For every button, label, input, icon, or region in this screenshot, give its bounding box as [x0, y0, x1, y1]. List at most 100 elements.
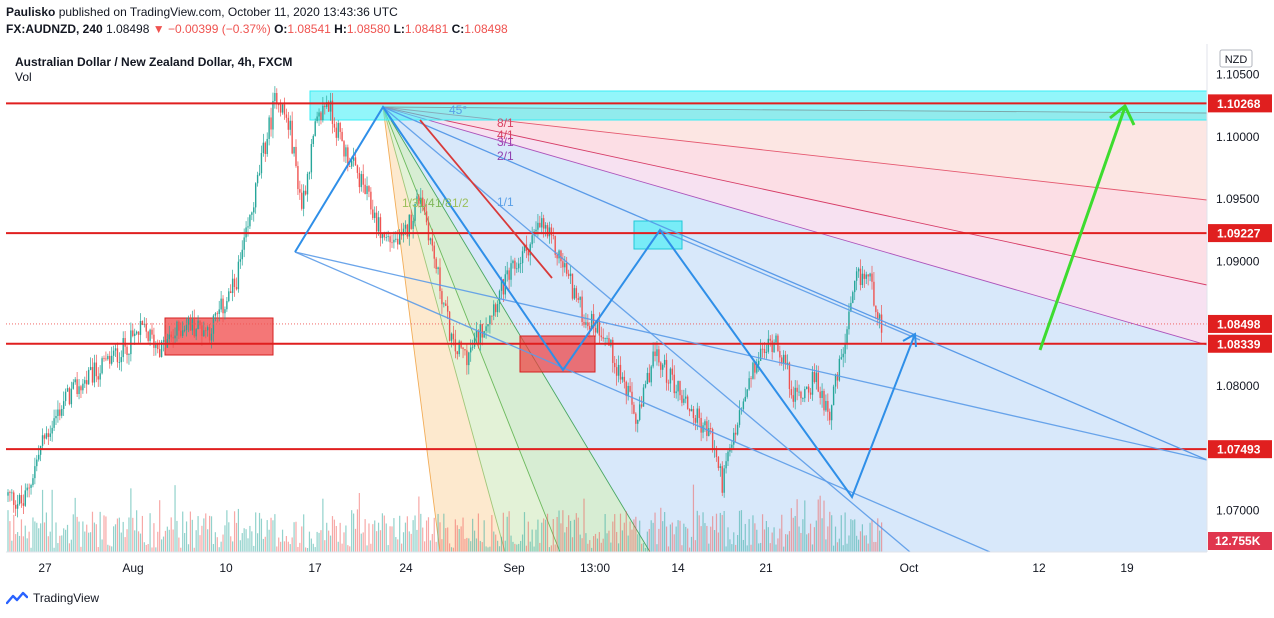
- candle-body: [769, 338, 771, 341]
- candle-body: [473, 337, 476, 347]
- volume-bar: [32, 517, 34, 552]
- zigzag-pattern[interactable]: [294, 105, 916, 500]
- volume-bar: [34, 521, 36, 552]
- candle-body: [147, 331, 149, 341]
- author-name[interactable]: Paulisko: [6, 5, 56, 19]
- volume-bar: [406, 516, 408, 552]
- projection-arrow[interactable]: [1038, 106, 1127, 351]
- candle-body: [51, 427, 53, 434]
- volume-bar: [84, 531, 86, 552]
- volume-bar: [723, 510, 725, 552]
- channel-line[interactable]: [294, 251, 991, 552]
- candle-body: [375, 212, 378, 232]
- tradingview-footer[interactable]: TradingView: [6, 591, 99, 605]
- volume-bar: [237, 508, 239, 552]
- volume-bar: [166, 526, 168, 552]
- volume-bar: [504, 540, 506, 552]
- volume-bar: [750, 544, 752, 552]
- price-axis[interactable]: [1207, 44, 1274, 552]
- volume-bar: [278, 537, 280, 552]
- volume-bar: [291, 537, 293, 552]
- volume-bar: [654, 512, 656, 552]
- y-tick-label: 1.10500: [1216, 67, 1260, 81]
- candle-body: [600, 335, 602, 338]
- candle-body: [727, 451, 729, 462]
- price-label-box[interactable]: [1208, 440, 1272, 459]
- volume-bar: [393, 518, 395, 552]
- candle-body: [372, 209, 374, 219]
- candle-body: [76, 379, 78, 395]
- volume-bar: [443, 513, 445, 552]
- volume-bar: [137, 531, 140, 552]
- volume-bar: [24, 525, 26, 552]
- volume-bar: [702, 512, 704, 552]
- price-label-box[interactable]: [1208, 224, 1272, 243]
- candle-body: [715, 448, 718, 457]
- volume-bar: [222, 534, 224, 552]
- volume-bar: [606, 533, 608, 552]
- volume-bar: [462, 517, 464, 552]
- candle-body: [612, 339, 614, 363]
- candle-body: [393, 239, 395, 243]
- candle-body: [629, 385, 631, 392]
- volume-bar: [124, 537, 126, 552]
- channel-line[interactable]: [659, 229, 921, 341]
- candle-body: [606, 338, 608, 339]
- candle-body: [274, 92, 276, 102]
- volume-bar: [545, 519, 547, 552]
- price-label-box[interactable]: [1208, 314, 1272, 333]
- volume-bar: [477, 513, 479, 552]
- volume-bar: [49, 531, 51, 552]
- volume-bar: [673, 534, 675, 552]
- gann-fan-zone: [383, 107, 1207, 552]
- candle-body: [30, 485, 32, 488]
- candle-body: [581, 296, 583, 322]
- candle-body: [855, 271, 858, 281]
- volume-bar: [335, 525, 337, 552]
- volume-bar: [690, 536, 693, 552]
- high-label: H:: [334, 22, 347, 36]
- currency-badge[interactable]: [1219, 49, 1253, 68]
- volume-bar: [593, 536, 595, 552]
- volume-bar: [193, 547, 195, 552]
- candle-body: [120, 357, 122, 363]
- price-label-box[interactable]: [1208, 334, 1272, 353]
- candle-body: [326, 102, 328, 108]
- volume-bar: [650, 520, 652, 552]
- volume-bar: [136, 510, 138, 552]
- volume-bar: [700, 526, 702, 552]
- volume-bar: [431, 533, 433, 552]
- channel-line[interactable]: [382, 106, 1207, 461]
- candle-body: [397, 238, 399, 245]
- volume-bar: [272, 520, 274, 552]
- candle-body: [314, 121, 316, 136]
- symbol-name[interactable]: FX:AUDNZD, 240: [6, 22, 103, 36]
- candle-body: [105, 358, 107, 360]
- symbol-info: FX:AUDNZD, 240 1.08498 ▼ −0.00399 (−0.37…: [6, 22, 508, 36]
- volume-bar: [433, 517, 435, 552]
- volume-bar: [470, 541, 472, 552]
- volume-bar: [800, 532, 802, 552]
- volume-bar: [518, 543, 520, 552]
- volume-bar: [285, 536, 287, 552]
- volume-bar: [372, 524, 374, 552]
- candle-body: [466, 350, 468, 366]
- volume-bar: [51, 489, 53, 552]
- candle-body: [604, 338, 606, 339]
- x-tick-label: 27: [38, 561, 52, 575]
- candle-body: [541, 218, 543, 228]
- volume-bar: [226, 510, 228, 552]
- candle-body: [754, 362, 756, 373]
- volume-bar: [408, 531, 410, 552]
- candle-body: [815, 372, 818, 383]
- volume-bar: [353, 513, 355, 552]
- price-label-box[interactable]: [1208, 94, 1272, 113]
- volume-bar: [529, 541, 531, 552]
- candle-body: [625, 381, 627, 397]
- downtrend-line[interactable]: [419, 119, 553, 279]
- candle-body: [731, 444, 733, 448]
- candle-body: [433, 245, 435, 259]
- candle-body: [665, 359, 668, 383]
- candle-body: [299, 189, 301, 193]
